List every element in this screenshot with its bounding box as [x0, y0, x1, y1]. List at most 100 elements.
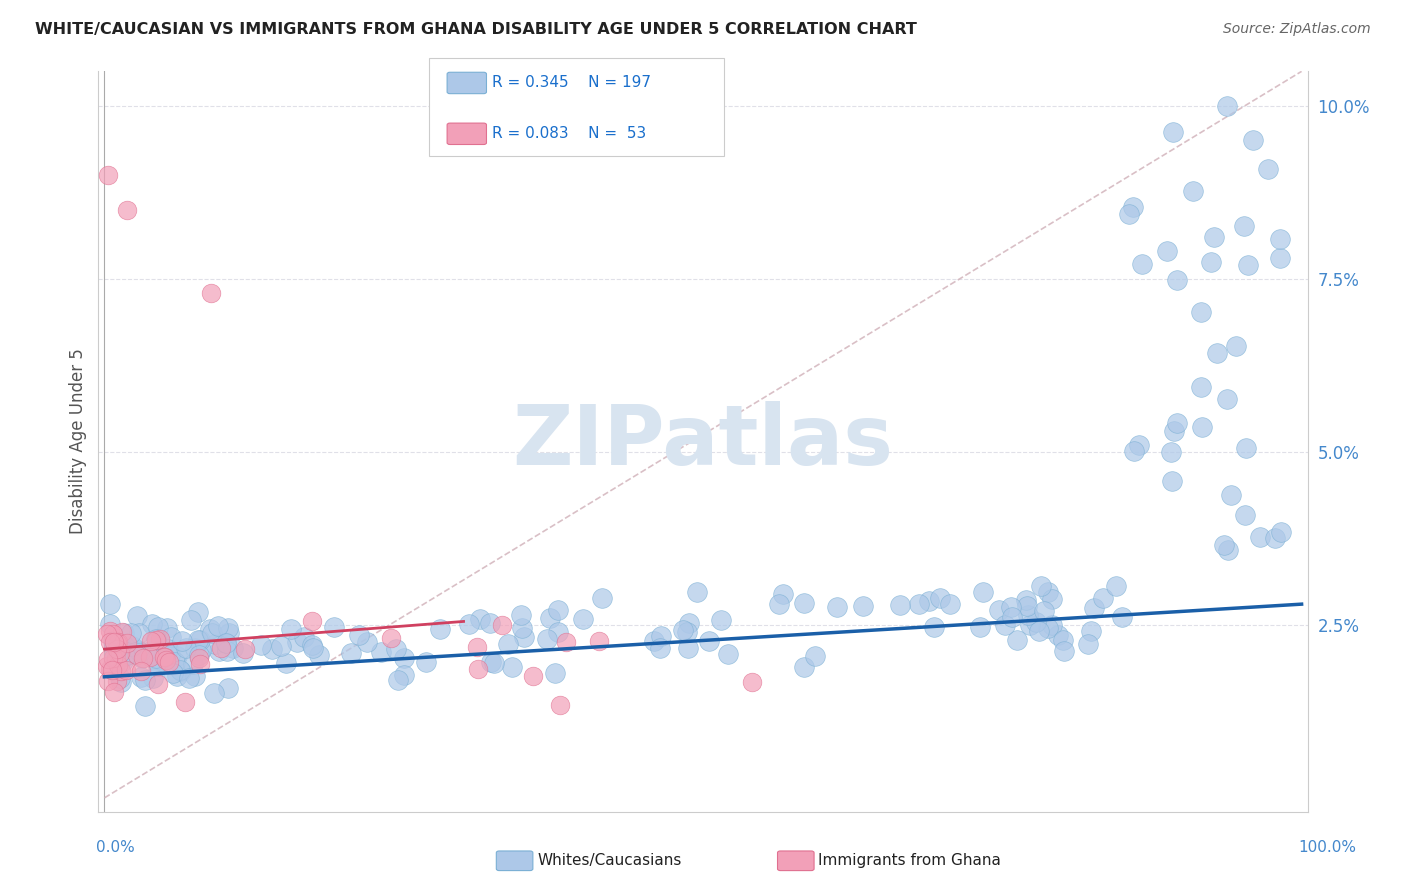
Point — [249, 638, 271, 652]
Text: Whites/Caucasians: Whites/Caucasians — [537, 854, 682, 868]
Point — [1163, 424, 1185, 438]
Point — [1234, 442, 1257, 456]
Point — [1123, 444, 1146, 458]
Point — [270, 639, 292, 653]
Point — [1001, 610, 1024, 624]
Point — [200, 622, 222, 636]
Point — [1181, 184, 1204, 198]
Point — [322, 620, 344, 634]
Point — [1243, 133, 1265, 147]
Point — [132, 651, 155, 665]
Point — [370, 645, 392, 659]
Point — [98, 624, 121, 639]
Point — [101, 650, 124, 665]
Point — [145, 651, 167, 665]
Point — [148, 643, 170, 657]
Point — [548, 698, 571, 712]
Point — [969, 620, 991, 634]
Point — [482, 656, 505, 670]
Point — [173, 695, 195, 709]
Text: 100.0%: 100.0% — [1299, 839, 1357, 855]
Point — [127, 648, 149, 662]
Point — [538, 610, 561, 624]
Point — [356, 635, 378, 649]
Point — [101, 663, 124, 677]
Point — [572, 612, 595, 626]
Point — [184, 669, 207, 683]
Point — [149, 651, 172, 665]
Point — [217, 681, 239, 695]
Text: R = 0.345    N = 197: R = 0.345 N = 197 — [492, 76, 651, 90]
Point — [217, 644, 239, 658]
Point — [1015, 593, 1038, 607]
Point — [146, 677, 169, 691]
Point — [187, 650, 209, 665]
Point — [107, 658, 129, 673]
Point — [793, 659, 815, 673]
Point — [467, 662, 489, 676]
Point — [547, 603, 569, 617]
Point — [218, 625, 240, 640]
Point — [741, 675, 763, 690]
Point — [938, 598, 960, 612]
Point — [1268, 232, 1291, 246]
Point — [716, 647, 738, 661]
Point — [301, 638, 323, 652]
Point — [1122, 200, 1144, 214]
Point — [145, 632, 167, 646]
Point — [215, 636, 238, 650]
Point — [650, 629, 672, 643]
Point — [146, 655, 169, 669]
Point — [1249, 531, 1271, 545]
Point — [496, 637, 519, 651]
Point — [1191, 419, 1213, 434]
Point — [308, 648, 330, 662]
Point — [547, 625, 569, 640]
Point — [134, 673, 156, 687]
Point — [1040, 592, 1063, 607]
Point — [387, 673, 409, 687]
Point — [280, 622, 302, 636]
Point — [512, 621, 534, 635]
Point — [1268, 251, 1291, 265]
Point — [918, 594, 941, 608]
Text: Immigrants from Ghana: Immigrants from Ghana — [818, 854, 1001, 868]
Point — [1216, 392, 1239, 406]
Point — [465, 640, 488, 654]
Point — [127, 643, 149, 657]
Y-axis label: Disability Age Under 5: Disability Age Under 5 — [69, 349, 87, 534]
Point — [1128, 438, 1150, 452]
Point — [908, 597, 931, 611]
Point — [392, 650, 415, 665]
Point — [120, 626, 142, 640]
Point — [678, 615, 700, 630]
Point — [97, 168, 120, 182]
Point — [134, 698, 156, 713]
Point — [458, 616, 481, 631]
Point — [512, 630, 534, 644]
Point — [772, 587, 794, 601]
Point — [1000, 599, 1022, 614]
Point — [215, 636, 238, 650]
Point — [211, 640, 233, 655]
Point — [170, 664, 193, 678]
Point — [478, 616, 501, 631]
Point — [1118, 207, 1140, 221]
Point — [139, 650, 162, 665]
Point — [929, 591, 952, 606]
Point — [97, 674, 120, 689]
Point — [1234, 508, 1257, 523]
Point — [1189, 380, 1212, 394]
Point — [972, 585, 994, 599]
Point — [153, 650, 176, 665]
Point — [1161, 124, 1184, 138]
Point — [125, 609, 148, 624]
Point — [384, 642, 406, 657]
Point — [1052, 632, 1074, 647]
Point — [768, 598, 790, 612]
Point — [285, 635, 308, 649]
Point — [676, 641, 699, 656]
Point — [201, 626, 224, 640]
Point — [115, 202, 138, 217]
Point — [105, 674, 128, 689]
